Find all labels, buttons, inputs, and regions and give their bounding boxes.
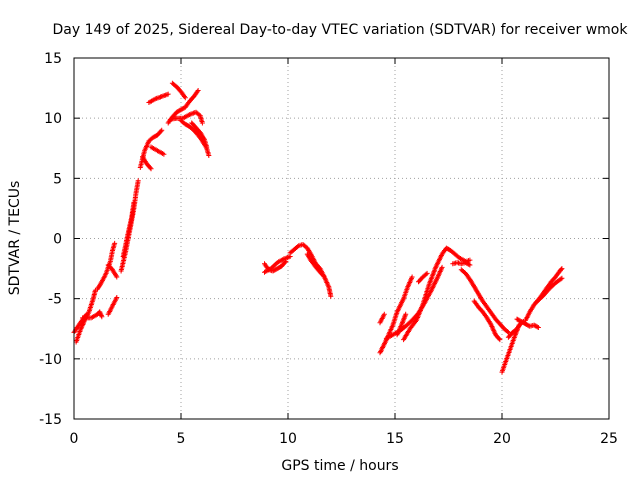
y-tick-label: -5: [48, 292, 62, 308]
y-tick-label: 5: [53, 171, 62, 187]
data-point: [504, 329, 510, 334]
x-tick-label: 10: [279, 431, 297, 447]
data-point: [423, 271, 429, 277]
data-point: [497, 337, 503, 343]
data-point: [467, 262, 473, 268]
data-point: [559, 266, 565, 272]
y-tick-label: 0: [53, 232, 62, 248]
x-tick-label: 5: [177, 431, 186, 447]
data-point: [99, 314, 105, 320]
data-point: [195, 87, 201, 93]
data-point: [496, 336, 502, 342]
data-point: [535, 325, 541, 331]
data-point: [467, 257, 473, 263]
data-point: [83, 312, 89, 318]
data-point: [114, 274, 120, 280]
y-tick-label: 10: [44, 111, 62, 127]
data-point: [505, 329, 511, 335]
data-point: [559, 275, 565, 281]
data-point: [147, 165, 153, 171]
data-point: [114, 294, 120, 300]
data-point: [534, 324, 540, 330]
data-point: [321, 273, 326, 279]
data-point: [148, 166, 154, 172]
data-point: [161, 151, 167, 157]
data-point: [381, 311, 387, 317]
data-point: [206, 152, 212, 158]
data-point: [165, 91, 171, 97]
data-point: [424, 270, 430, 276]
y-tick-label: -10: [39, 352, 62, 368]
x-tick-label: 20: [493, 431, 511, 447]
data-point: [131, 199, 137, 205]
y-tick-label: 15: [44, 51, 62, 67]
data-point: [182, 95, 188, 101]
x-tick-label: 25: [600, 431, 618, 447]
data-point: [158, 128, 164, 134]
data-point: [199, 120, 205, 126]
data-point: [321, 274, 327, 280]
data-point: [328, 293, 334, 299]
data-point: [466, 261, 472, 267]
x-tick-label: 15: [386, 431, 404, 447]
data-point: [204, 144, 210, 150]
x-axis-label: GPS time / hours: [281, 458, 398, 474]
data-point: [112, 240, 118, 246]
y-tick-label: -15: [39, 412, 62, 428]
grid-lines: [74, 58, 609, 419]
axis-ticks: 0 5 10 15 20 25 -15 -10 -5 0 5 10 15: [39, 51, 618, 447]
data-points: [71, 80, 565, 375]
x-tick-label: 0: [70, 431, 79, 447]
data-point: [159, 127, 165, 133]
data-point: [135, 178, 141, 184]
y-axis-label: SDTVAR / TECUs: [7, 181, 23, 296]
chart-title: Day 149 of 2025, Sidereal Day-to-day VTE…: [53, 22, 629, 38]
data-point: [558, 276, 564, 282]
data-point: [439, 264, 445, 270]
data-point: [558, 266, 564, 272]
data-point: [403, 311, 409, 317]
data-point: [409, 274, 415, 280]
